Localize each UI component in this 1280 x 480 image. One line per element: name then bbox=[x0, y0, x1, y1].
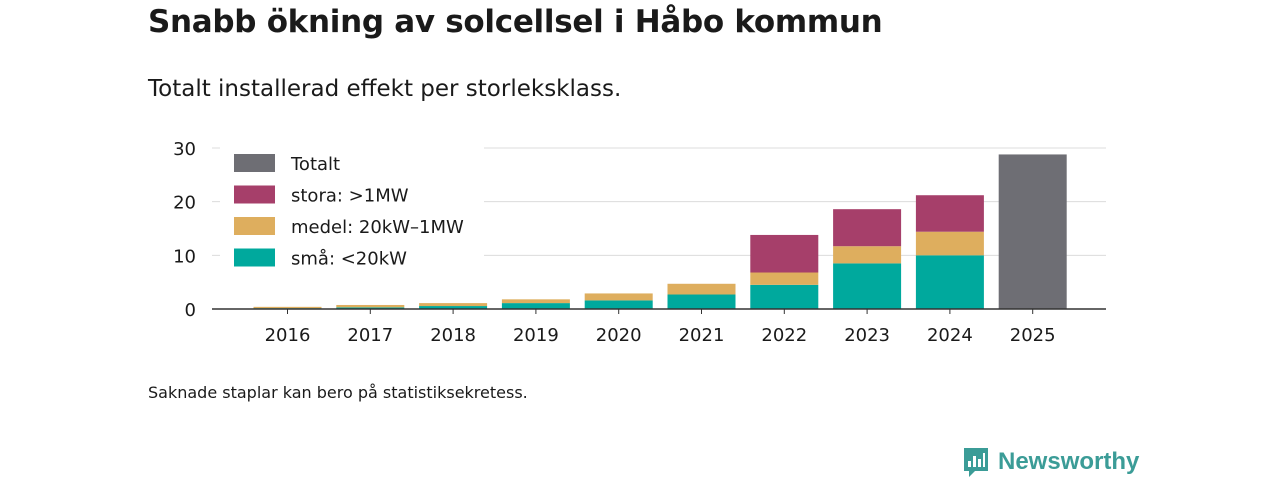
bar-2023 bbox=[833, 246, 902, 264]
x-tick-label: 2017 bbox=[347, 325, 393, 346]
x-tick-label: 2021 bbox=[679, 325, 725, 346]
brand: Newsworthy bbox=[962, 446, 1139, 478]
newsworthy-logo-icon bbox=[964, 448, 988, 477]
bar-2023 bbox=[833, 263, 902, 309]
x-tick-label: 2019 bbox=[513, 325, 559, 346]
legend-label: medel: 20kW–1MW bbox=[291, 217, 464, 238]
bar-2024 bbox=[915, 255, 984, 309]
bar-2025 bbox=[998, 154, 1067, 309]
chart-subtitle: Totalt installerad effekt per storlekskl… bbox=[148, 76, 622, 102]
x-tick-label: 2023 bbox=[844, 325, 890, 346]
x-axis: 2016 2017 2018 2019 2020 2021 2022 2023 2024 2025 bbox=[265, 309, 1056, 346]
bar-2022 bbox=[750, 272, 819, 285]
bar-2021 bbox=[667, 294, 736, 309]
legend-swatch bbox=[234, 185, 275, 204]
bar-2019 bbox=[501, 299, 570, 304]
x-tick-label: 2020 bbox=[596, 325, 642, 346]
bar-2024 bbox=[915, 195, 984, 232]
bars bbox=[253, 154, 1067, 309]
y-tick-label: 30 bbox=[173, 139, 196, 160]
legend-label: stora: >1MW bbox=[291, 186, 409, 207]
bar-2022 bbox=[750, 234, 819, 273]
legend: Totalt stora: >1MW medel: 20kW–1MW små: <20… bbox=[220, 146, 484, 274]
bar-2020 bbox=[584, 300, 653, 309]
legend-label: Totalt bbox=[290, 154, 340, 175]
bar-2023 bbox=[833, 209, 902, 247]
chart-title: Snabb ökning av solcellsel i Håbo kommun bbox=[148, 4, 883, 40]
y-tick-label: 0 bbox=[185, 300, 196, 321]
y-tick-label: 20 bbox=[173, 193, 196, 214]
brand-name: Newsworthy bbox=[998, 448, 1140, 475]
bar-2021 bbox=[667, 283, 736, 295]
x-tick-label: 2018 bbox=[430, 325, 476, 346]
bar-2022 bbox=[750, 284, 819, 309]
bar-chart: 0 10 20 30 2016 2017 2018 2019 2020 2021 2022 2023… bbox=[173, 139, 1106, 346]
legend-label: små: <20kW bbox=[291, 249, 407, 270]
bar-2024 bbox=[915, 231, 984, 256]
bar-2019 bbox=[501, 303, 570, 309]
y-tick-label: 10 bbox=[173, 246, 196, 267]
legend-swatch bbox=[234, 154, 275, 172]
x-tick-label: 2022 bbox=[761, 325, 807, 346]
legend-swatch bbox=[234, 248, 275, 267]
y-axis: 0 10 20 30 bbox=[173, 139, 196, 321]
bar-2020 bbox=[584, 293, 653, 301]
bar-2018 bbox=[419, 303, 488, 307]
x-tick-label: 2016 bbox=[265, 325, 311, 346]
bar-2018 bbox=[419, 306, 488, 309]
x-tick-label: 2025 bbox=[1010, 325, 1056, 346]
legend-swatch bbox=[234, 217, 275, 235]
footnote: Saknade staplar kan bero på statistiksek… bbox=[148, 383, 528, 402]
bar-2017 bbox=[336, 307, 405, 309]
x-tick-label: 2024 bbox=[927, 325, 973, 346]
bar-2017 bbox=[336, 304, 405, 308]
bar-2016 bbox=[253, 306, 322, 309]
